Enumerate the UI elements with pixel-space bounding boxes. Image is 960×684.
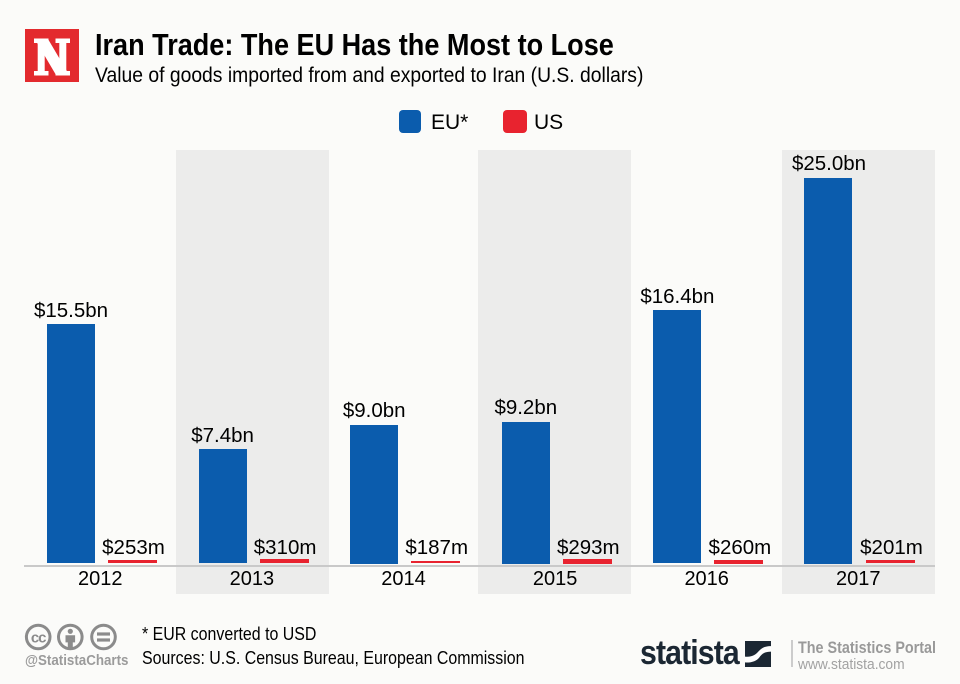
svg-text:cc: cc bbox=[31, 630, 46, 647]
